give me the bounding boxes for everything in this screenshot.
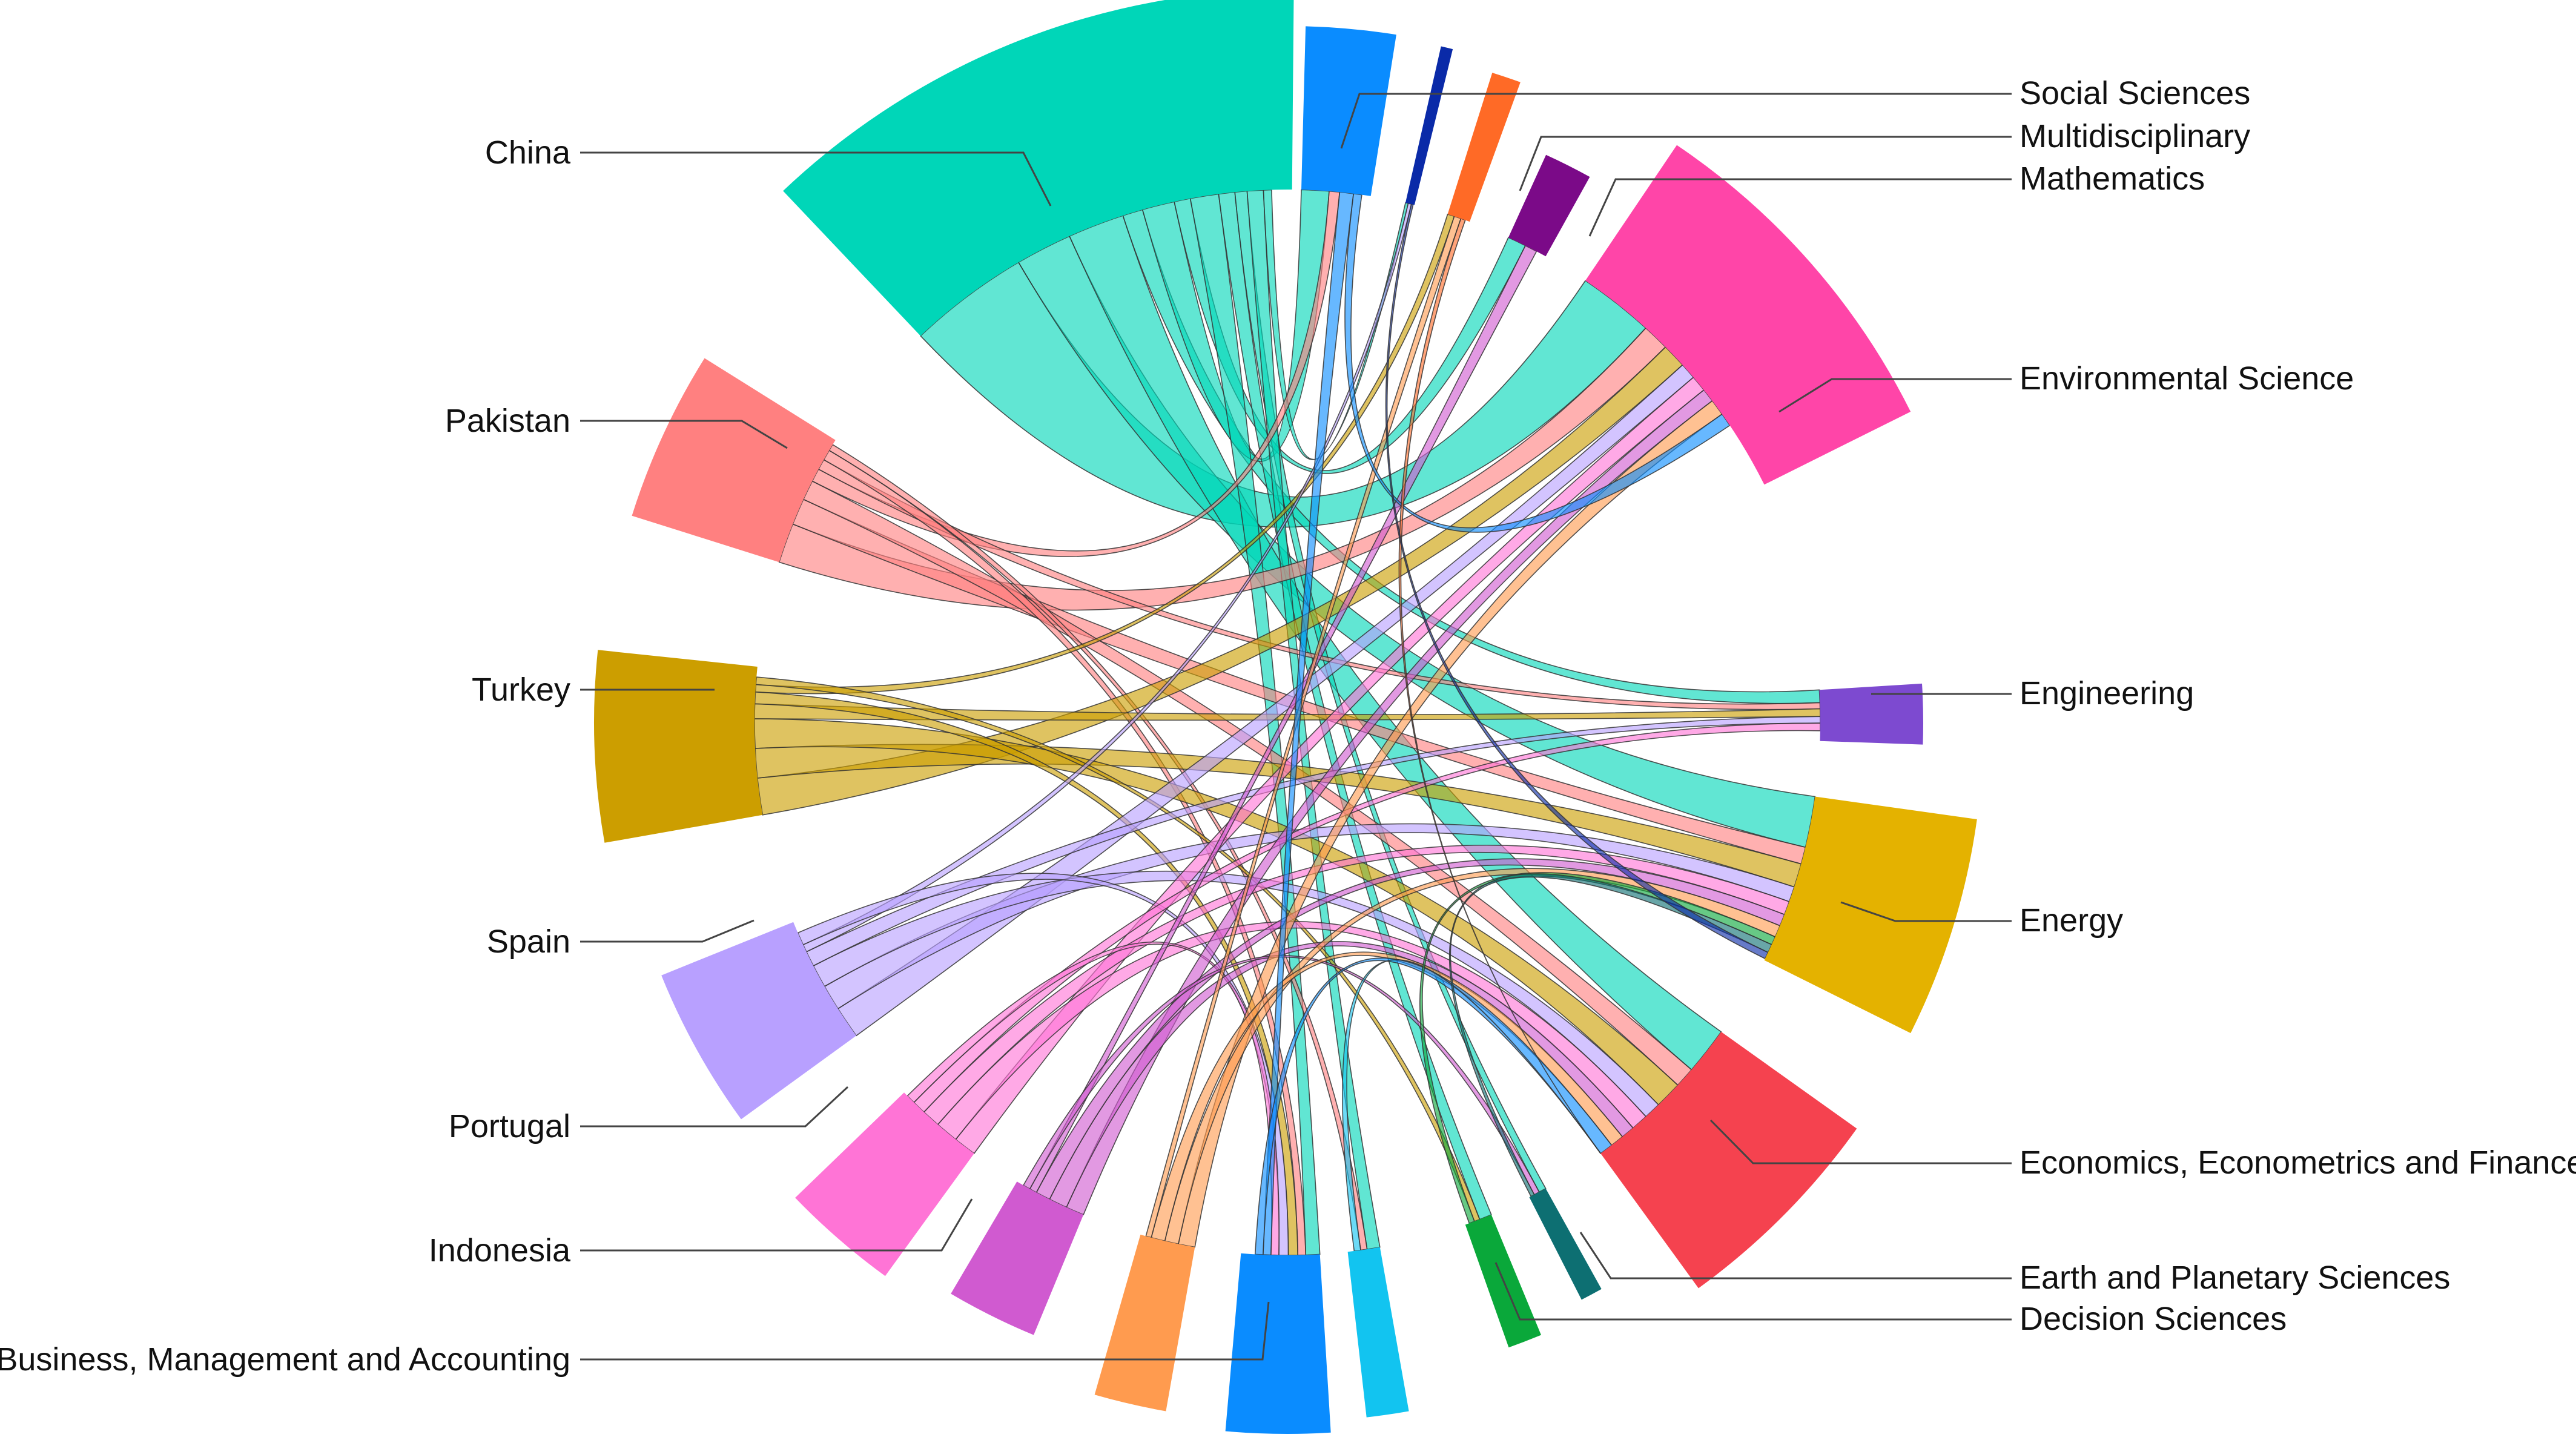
leader-multidisciplinary: [1519, 136, 2012, 191]
arc-pakistan: [632, 358, 836, 563]
leader-pakistan: [580, 420, 788, 449]
leader-china: [580, 151, 1052, 206]
label-earth-planetary: Earth and Planetary Sciences: [2020, 1260, 2450, 1296]
ribbon-business-to-economics: [1254, 957, 1613, 1255]
leader-spain: [580, 919, 755, 943]
label-china: China: [485, 134, 571, 171]
leader-social-sciences: [1340, 93, 2012, 149]
ribbon-portugal-to-engineering: [913, 722, 1821, 1113]
arc-turkey: [594, 650, 763, 843]
leader-mathematics: [1588, 178, 2012, 237]
label-spain: Spain: [487, 923, 570, 960]
ribbon-orange-small-to-mathematics: [1145, 216, 1462, 1238]
label-mathematics: Mathematics: [2020, 160, 2205, 197]
label-portugal: Portugal: [449, 1108, 570, 1144]
ribbon-cyan-small-to-economics: [1342, 959, 1601, 1252]
label-environmental-science: Environmental Science: [2020, 360, 2354, 397]
arc-business: [1225, 1253, 1331, 1434]
ribbon-portugal-to-business: [907, 941, 1280, 1256]
arc-portugal: [795, 1092, 974, 1276]
arc-mathematics: [1447, 73, 1521, 222]
label-economics: Economics, Econometrics and Finance: [2020, 1144, 2576, 1181]
chord-arcs: [594, 0, 1977, 1434]
ribbon-pakistan-to-engineering: [817, 459, 1821, 710]
arc-engineering: [1819, 683, 1924, 745]
arc-earth-planetary: [1529, 1188, 1602, 1300]
leader-environmental-science: [1778, 378, 2012, 413]
arc-indonesia: [951, 1181, 1084, 1335]
arc-math-purple: [1508, 154, 1590, 257]
arc-orange-small: [1094, 1234, 1195, 1412]
arc-economics: [1600, 1032, 1857, 1289]
leader-business: [580, 1301, 1270, 1361]
arc-energy: [1764, 796, 1977, 1034]
label-business: Business, Management and Accounting: [0, 1341, 570, 1378]
arc-cyan-small: [1347, 1247, 1409, 1418]
leader-energy: [1840, 901, 2012, 922]
chord-ribbons: [754, 189, 1821, 1256]
leader-portugal: [580, 1086, 849, 1128]
label-turkey: Turkey: [472, 672, 570, 708]
ribbon-turkey-to-engineering: [754, 703, 1821, 721]
label-pakistan: Pakistan: [445, 403, 570, 439]
leader-indonesia: [580, 1198, 973, 1252]
arc-environmental-science: [1585, 145, 1911, 485]
ribbon-spain-to-engineering: [805, 716, 1821, 967]
ribbon-mathematics-to-economics: [1398, 217, 1601, 1154]
label-decision-sciences: Decision Sciences: [2020, 1301, 2287, 1337]
chord-labels: Social Sciences Multidisciplinary Mathem…: [0, 75, 2576, 1378]
label-energy: Energy: [2020, 902, 2123, 939]
arc-china: [783, 0, 1294, 336]
label-engineering: Engineering: [2020, 675, 2194, 712]
label-multidisciplinary: Multidisciplinary: [2020, 118, 2250, 154]
label-leader-lines: [580, 93, 2012, 1361]
leader-earth-planetary: [1579, 1232, 2012, 1280]
ribbon-turkey-to-decision-sciences: [755, 676, 1481, 1223]
label-indonesia: Indonesia: [429, 1232, 571, 1269]
label-social-sciences: Social Sciences: [2020, 75, 2250, 111]
ribbon-spain-to-economics: [813, 870, 1659, 1118]
arc-multidisciplinary: [1405, 46, 1453, 205]
ribbon-pakistan-to-social-sciences: [811, 190, 1341, 557]
ribbon-turkey-to-business: [754, 691, 1299, 1256]
leader-economics: [1709, 1119, 2012, 1164]
leader-decision-sciences: [1494, 1262, 2012, 1321]
ribbon-spain-to-business: [797, 873, 1289, 1256]
arc-social-sciences: [1301, 26, 1396, 196]
arc-spain: [661, 922, 857, 1120]
